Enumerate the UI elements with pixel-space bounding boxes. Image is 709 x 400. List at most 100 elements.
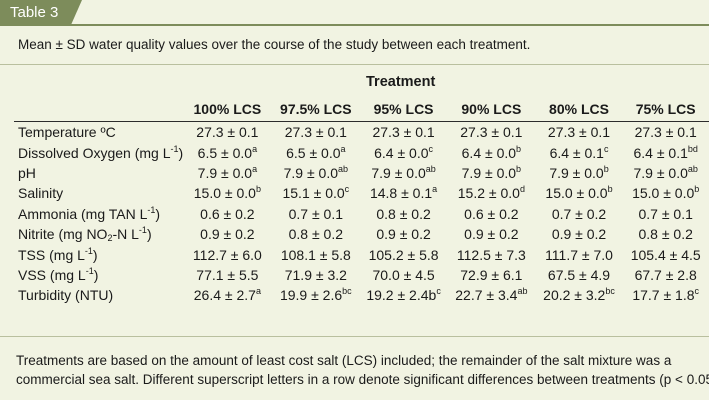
table-row: Ammonia (mg TAN L-1) 0.6 ± 0.2 0.7 ± 0.1 0.…	[14, 204, 709, 224]
cell-value: 0.8 ± 0.2	[288, 226, 344, 243]
cell-value: 15.0 ± 0.0	[545, 185, 608, 202]
table-cell: 0.9 ± 0.2	[183, 224, 271, 244]
cell-value: 26.4 ± 2.7	[193, 287, 256, 304]
table-row: TSS (mg L-1) 112.7 ± 6.0 108.1 ± 5.8 105.2 …	[14, 244, 709, 264]
significance-superscript: c	[694, 286, 700, 297]
table-cell: 7.9 ± 0.0a	[183, 163, 271, 183]
significance-superscript: bc	[605, 286, 615, 297]
cell-value: 0.7 ± 0.1	[288, 205, 344, 222]
table-cell: 112.5 ± 7.3	[447, 244, 536, 264]
row-label-superscript: -1	[138, 225, 147, 236]
table-cell: 0.9 ± 0.2	[360, 224, 447, 244]
cell-value: 17.7 ± 1.8	[632, 287, 695, 304]
table-cell: 0.6 ± 0.2	[183, 204, 271, 224]
row-label-text: Ammonia (mg TAN L	[18, 205, 148, 222]
footnote-line: Treatments are based on the amount of le…	[16, 353, 672, 368]
table-row: Turbidity (NTU) 26.4 ± 2.7a 19.9 ± 2.6bc 19…	[14, 285, 709, 305]
cell-value: 71.9 ± 3.2	[284, 266, 347, 283]
table-cell: 70.0 ± 4.5	[360, 265, 447, 285]
table-cell: 15.0 ± 0.0b	[622, 183, 709, 203]
table-row: Dissolved Oxygen (mg L-1) 6.5 ± 0.0a 6.5 ±…	[14, 142, 709, 162]
cell-value: 6.5 ± 0.0	[197, 144, 253, 161]
table-cell: 27.3 ± 0.1	[360, 122, 447, 143]
footnote-line: commercial sea salt. Different superscri…	[16, 372, 709, 387]
cell-value: 27.3 ± 0.1	[196, 124, 259, 141]
table-cell: 26.4 ± 2.7a	[183, 285, 271, 305]
cell-value: 0.6 ± 0.2	[464, 205, 519, 222]
table-cell: 27.3 ± 0.1	[183, 122, 271, 143]
caption-separator	[0, 64, 709, 65]
cell-value: 105.2 ± 5.8	[368, 246, 439, 263]
table-cell: 19.2 ± 2.4bc	[360, 285, 447, 305]
table-cell: 27.3 ± 0.1	[536, 122, 623, 143]
cell-value: 0.7 ± 0.1	[638, 205, 693, 222]
significance-superscript: bc	[342, 286, 352, 297]
significance-superscript: d	[519, 184, 525, 195]
row-label-text: Temperature ºC	[18, 124, 116, 141]
table-row: Salinity 15.0 ± 0.0b 15.1 ± 0.0c 14.8 ± 0.1…	[14, 183, 709, 203]
table-cell: 105.4 ± 4.5	[622, 244, 709, 264]
row-label-text: pH	[18, 164, 36, 181]
significance-superscript: a	[255, 286, 261, 297]
footnote-separator	[0, 336, 709, 337]
table-footnote: Treatments are based on the amount of le…	[16, 351, 709, 389]
table-cell: 0.8 ± 0.2	[360, 204, 447, 224]
cell-value: 112.5 ± 7.3	[456, 246, 526, 263]
cell-value: 6.4 ± 0.1	[633, 144, 688, 161]
cell-value: 7.9 ± 0.0	[549, 164, 604, 181]
table-cell: 17.7 ± 1.8c	[622, 285, 709, 305]
table-tab-strip: Table 3	[0, 0, 709, 26]
table-cell: 108.1 ± 5.8	[272, 244, 361, 264]
table-cell: 6.4 ± 0.1c	[536, 142, 623, 162]
cell-value: 7.9 ± 0.0	[283, 164, 339, 181]
table-cell: 72.9 ± 6.1	[447, 265, 536, 285]
cell-value: 19.9 ± 2.6	[279, 287, 343, 304]
tab-rule	[70, 24, 709, 26]
table-cell: 20.2 ± 3.2bc	[536, 285, 623, 305]
column-header: 100% LCS	[183, 99, 272, 122]
cell-value: 0.9 ± 0.2	[376, 226, 431, 243]
cell-value: 0.9 ± 0.2	[551, 226, 607, 243]
row-label-text: )	[178, 144, 184, 161]
table-cell: 67.7 ± 2.8	[622, 265, 709, 285]
table-row: Temperature ºC 27.3 ± 0.1 27.3 ± 0.1 27.3 ±…	[14, 122, 709, 143]
cell-value: 27.3 ± 0.1	[547, 124, 611, 141]
cell-value: 0.8 ± 0.2	[376, 205, 431, 222]
cell-value: 0.8 ± 0.2	[638, 226, 693, 243]
cell-value: 6.5 ± 0.0	[286, 144, 341, 161]
column-header-row: 100% LCS 97.5% LCS 95% LCS 90% LCS 80% L…	[14, 99, 709, 122]
row-label-text: Nitrite (mg NO	[18, 226, 108, 243]
table-cell: 15.0 ± 0.0b	[183, 183, 271, 203]
table-cell: 67.5 ± 4.9	[536, 265, 623, 285]
cell-value: 27.3 ± 0.1	[460, 124, 523, 141]
cell-value: 0.9 ± 0.2	[464, 226, 519, 243]
table-cell: 7.9 ± 0.0b	[447, 163, 536, 183]
cell-value: 15.2 ± 0.0	[457, 185, 520, 202]
water-quality-table: 100% LCS 97.5% LCS 95% LCS 90% LCS 80% L…	[14, 99, 709, 306]
significance-superscript: bd	[687, 143, 698, 154]
significance-superscript: ab	[338, 163, 349, 174]
cell-value: 15.1 ± 0.0	[282, 185, 345, 202]
row-label-text: Dissolved Oxygen (mg L	[18, 144, 171, 161]
table-cell: 111.7 ± 7.0	[536, 244, 623, 264]
significance-superscript: a	[252, 143, 258, 154]
row-label-superscript: -1	[85, 265, 94, 276]
table-tab: Table 3	[0, 0, 82, 26]
cell-value: 108.1 ± 5.8	[280, 246, 351, 263]
column-header: 95% LCS	[360, 99, 448, 122]
cell-value: 27.3 ± 0.1	[634, 124, 697, 141]
row-label-text: )	[155, 205, 161, 222]
table-cell: 6.4 ± 0.1bd	[622, 142, 709, 162]
significance-superscript: ab	[517, 286, 528, 297]
table-cell: 19.9 ± 2.6bc	[272, 285, 361, 305]
table-cell: 105.2 ± 5.8	[360, 244, 447, 264]
row-label: Nitrite (mg NO2-N L-1)	[14, 224, 183, 244]
table-cell: 27.3 ± 0.1	[272, 122, 361, 143]
row-label: TSS (mg L-1)	[14, 244, 183, 264]
cell-value: 67.7 ± 2.8	[634, 266, 697, 283]
row-label-subscript: 2	[107, 233, 113, 244]
significance-superscript: c	[603, 143, 609, 154]
row-label: Temperature ºC	[14, 122, 183, 143]
cell-value: 19.2 ± 2.4b	[366, 287, 437, 304]
table-cell: 27.3 ± 0.1	[622, 122, 709, 143]
